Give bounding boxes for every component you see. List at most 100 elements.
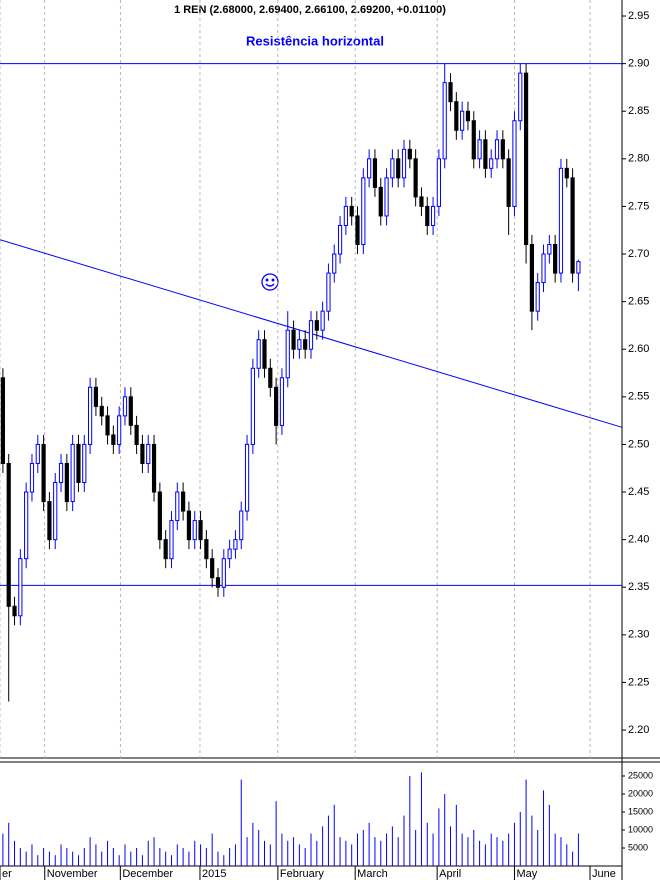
candle-body xyxy=(163,539,168,560)
candle-body xyxy=(448,82,453,103)
candle-body xyxy=(460,110,465,131)
candle-body xyxy=(361,177,366,246)
candle-body xyxy=(47,501,52,541)
candle-body xyxy=(29,462,35,493)
candle-body xyxy=(198,520,203,541)
candle-body xyxy=(471,120,476,160)
candle-body xyxy=(320,310,325,331)
y-tick-label: 2.25 xyxy=(628,676,649,688)
candle-body xyxy=(518,72,523,122)
chart-title: 1 REN (2.68000, 2.69400, 2.66100, 2.6920… xyxy=(174,4,446,16)
candle-body xyxy=(308,320,314,350)
candle-body xyxy=(390,158,395,179)
candle-body xyxy=(117,415,122,445)
candle-body xyxy=(489,158,494,169)
candle-body xyxy=(140,443,145,464)
candle-body xyxy=(88,386,93,445)
volume-tick-label: 20000 xyxy=(628,788,653,798)
candle-body xyxy=(558,167,564,274)
candle-body xyxy=(454,101,459,131)
y-tick-label: 2.30 xyxy=(628,629,649,641)
candle-body xyxy=(18,558,23,617)
candle-body xyxy=(64,462,69,503)
candle-body xyxy=(53,482,58,541)
candle-body xyxy=(349,205,354,217)
candle-body xyxy=(367,158,372,179)
candle-body xyxy=(535,282,540,312)
y-tick-label: 2.60 xyxy=(628,343,649,355)
candle-body xyxy=(442,82,447,160)
y-tick-label: 2.65 xyxy=(628,296,649,308)
candle-body xyxy=(541,253,546,284)
candle-body xyxy=(210,558,215,579)
candle-body xyxy=(553,244,558,274)
candle-body xyxy=(274,386,279,426)
x-tick-label: 2015 xyxy=(202,868,226,880)
candle-body xyxy=(58,462,64,484)
candle-body xyxy=(181,491,186,512)
candle-body xyxy=(76,443,81,484)
candle-body xyxy=(343,205,348,226)
candle-body xyxy=(425,205,430,226)
y-tick-label: 2.70 xyxy=(628,248,649,260)
candle-body xyxy=(227,548,232,560)
candle-body xyxy=(291,329,296,350)
x-tick-label: May xyxy=(516,868,537,880)
candle-body xyxy=(105,415,110,436)
candle-body xyxy=(146,443,151,464)
candle-body xyxy=(401,148,407,179)
volume-tick-label: 10000 xyxy=(628,824,653,834)
y-tick-label: 2.95 xyxy=(628,10,649,22)
candle-body xyxy=(396,158,401,179)
candle-body xyxy=(430,205,436,226)
volume-tick-label: 5000 xyxy=(628,842,648,852)
candle-body xyxy=(297,339,302,350)
candle-body xyxy=(303,339,308,350)
candle-body xyxy=(372,158,378,188)
candle-body xyxy=(570,177,575,274)
candle-body xyxy=(215,577,221,588)
candle-body xyxy=(204,539,209,560)
y-tick-label: 2.55 xyxy=(628,391,649,403)
candle-body xyxy=(151,443,157,493)
candle-body xyxy=(175,491,180,522)
candle-body xyxy=(0,377,6,464)
candle-body xyxy=(70,443,75,503)
candle-body xyxy=(192,520,197,541)
candle-body xyxy=(523,72,529,246)
y-tick-label: 2.35 xyxy=(628,581,649,593)
candle-body xyxy=(35,443,40,464)
candle-body xyxy=(355,215,360,246)
y-tick-label: 2.20 xyxy=(628,724,649,736)
candle-body xyxy=(157,491,162,541)
candle-body xyxy=(337,224,343,255)
candle-body xyxy=(134,424,139,445)
candle-body xyxy=(186,510,192,541)
candle-body xyxy=(436,158,441,207)
y-tick-label: 2.80 xyxy=(628,153,649,165)
candle-body xyxy=(314,320,319,331)
x-tick-label: June xyxy=(592,868,616,880)
candle-body xyxy=(285,329,290,379)
candle-body xyxy=(465,110,471,122)
candle-body xyxy=(419,196,424,207)
x-tick-label: December xyxy=(122,868,173,880)
candle-body xyxy=(413,158,418,198)
candle-body xyxy=(268,367,273,388)
candle-body xyxy=(326,272,331,312)
candle-body xyxy=(262,339,267,369)
candle-body xyxy=(221,558,226,588)
candle-body xyxy=(12,605,17,617)
candle-body xyxy=(41,443,46,503)
x-tick-label: April xyxy=(439,868,461,880)
candle-body xyxy=(512,120,517,207)
candle-body xyxy=(169,520,174,560)
candle-body xyxy=(529,244,534,312)
candle-body xyxy=(256,339,261,369)
candle-body xyxy=(24,491,29,560)
y-tick-label: 2.85 xyxy=(628,105,649,117)
volume-tick-label: 15000 xyxy=(628,806,653,816)
